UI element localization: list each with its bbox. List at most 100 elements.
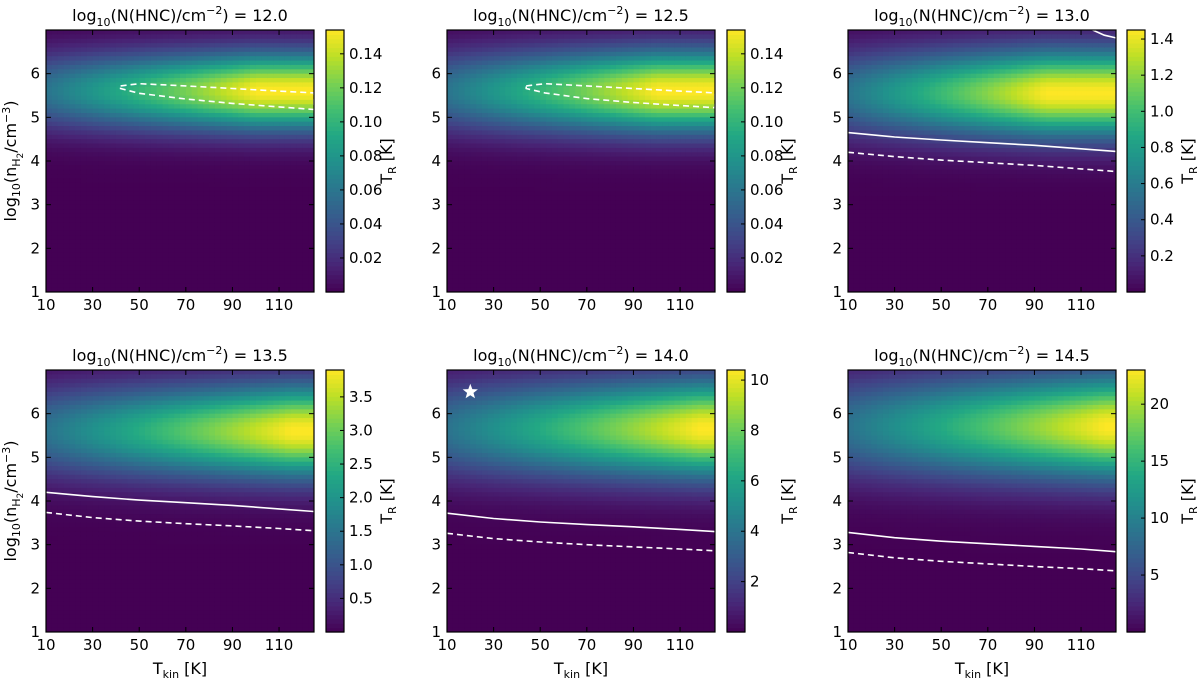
heatmap-cell [546,230,553,236]
heatmap-cell [162,126,169,132]
heatmap-cell [51,91,59,97]
heatmap-cell [86,257,94,263]
heatmap-cell [598,278,605,284]
heatmap-cell [493,56,501,62]
heatmap-cell [598,82,605,88]
heatmap-cell [98,213,105,219]
heatmap-cell [104,204,111,210]
heatmap-cell [145,117,152,123]
heatmap-cell [267,139,274,145]
heatmap-cell [69,182,76,188]
heatmap-cell [621,235,629,241]
heatmap-cell [261,69,268,75]
heatmap-cell [447,121,454,127]
heatmap-cell [308,261,314,267]
heatmap-cell [610,117,617,123]
heatmap-cell [581,230,588,236]
heatmap-cell [104,217,111,223]
heatmap-cell [80,226,88,232]
heatmap-cell [249,152,257,158]
heatmap-cell [273,34,280,40]
heatmap-cell [511,165,518,171]
heatmap-cell [279,278,286,284]
heatmap-cell [267,178,274,184]
heatmap-cell [481,30,489,35]
heatmap-cell [273,99,280,105]
heatmap-cell [499,252,506,258]
heatmap-cell [209,64,216,70]
heatmap-cell [569,182,576,188]
heatmap-cell [255,134,263,140]
heatmap-cell [563,243,570,249]
heatmap-cell [557,139,565,145]
heatmap-cell [127,200,134,206]
heatmap-cell [540,209,547,214]
heatmap-cell [464,147,471,153]
heatmap-cell [57,230,65,236]
heatmap-cell [569,235,576,241]
heatmap-cell [98,73,105,79]
heatmap-cell [615,178,623,184]
heatmap-cell [98,174,105,180]
heatmap-cell [197,265,204,271]
heatmap-cell [127,274,134,280]
heatmap-cell [546,86,553,92]
heatmap-cell [592,43,600,49]
heatmap-cell [481,126,489,132]
heatmap-cell [98,60,105,66]
heatmap-cell [627,86,635,92]
heatmap-cell [586,257,594,263]
heatmap-cell [476,73,483,79]
heatmap-cell [110,204,117,210]
heatmap-cell [284,239,292,245]
heatmap-cell [540,64,547,70]
heatmap-cell [75,169,82,175]
heatmap-cell [127,95,134,101]
heatmap-cell [639,204,646,210]
heatmap-cell [75,287,82,292]
heatmap-cell [174,182,181,188]
heatmap-cell [633,278,640,284]
heatmap-cell [481,222,489,228]
heatmap-cell [302,265,309,271]
heatmap-cell [447,147,454,153]
heatmap-cell [540,274,547,280]
heatmap-cell [261,126,268,132]
heatmap-cell [232,56,239,62]
heatmap-cell [505,235,512,241]
y-tick-label: 2 [30,239,40,257]
heatmap-cell [610,257,617,263]
heatmap-cell [592,270,600,276]
heatmap-cell [156,204,164,210]
heatmap-cell [220,121,228,127]
heatmap-cell [499,130,506,136]
heatmap-cell [610,60,617,66]
heatmap-cell [214,99,222,105]
heatmap-cell [168,287,175,292]
heatmap-cell [203,34,210,40]
heatmap-cell [493,152,501,158]
heatmap-cell [604,152,611,158]
heatmap-cell [145,169,152,175]
heatmap-cell [586,261,594,267]
heatmap-cell [145,217,152,223]
heatmap-cell [80,112,88,118]
heatmap-cell [139,78,146,83]
heatmap-cell [592,261,600,267]
heatmap-cell [156,117,164,123]
heatmap-cell [627,274,635,280]
heatmap-cell [57,283,65,289]
heatmap-cell [563,178,570,184]
heatmap-cell [481,230,489,236]
heatmap-cell [232,226,239,232]
heatmap-cell [284,222,292,228]
heatmap-cell [180,243,187,249]
heatmap-cell [214,121,222,127]
heatmap-cell [209,200,216,206]
heatmap-cell [156,239,164,245]
heatmap-cell [516,261,524,267]
heatmap-cell [249,274,257,280]
colorbar-label: TR [K] [377,138,399,185]
heatmap-cell [273,252,280,258]
heatmap-cell [487,34,495,40]
